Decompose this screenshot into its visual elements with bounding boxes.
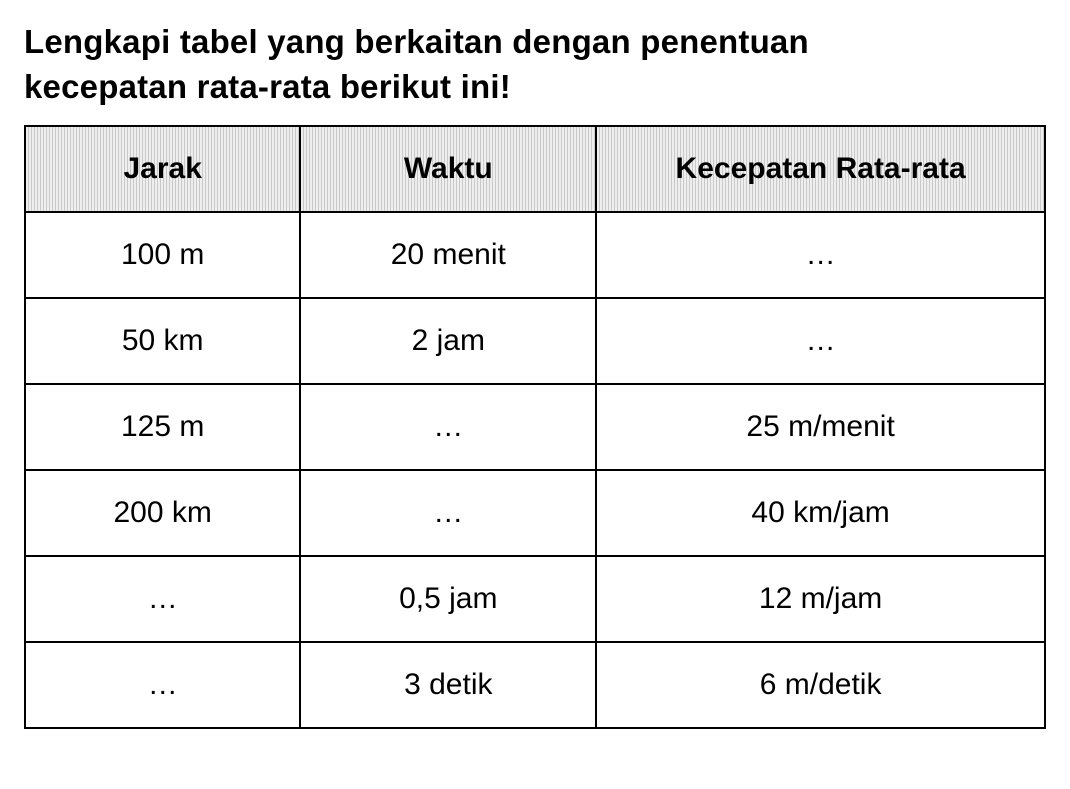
table-header-row: Jarak Waktu Kecepatan Rata-rata xyxy=(25,126,1045,212)
cell-jarak: … xyxy=(25,642,300,728)
col-header-kecepatan: Kecepatan Rata-rata xyxy=(596,126,1045,212)
speed-table: Jarak Waktu Kecepatan Rata-rata 100 m 20… xyxy=(24,125,1046,729)
cell-jarak: 125 m xyxy=(25,384,300,470)
cell-jarak: 100 m xyxy=(25,212,300,298)
instruction-text: Lengkapi tabel yang berkaitan dengan pen… xyxy=(24,20,1046,109)
table-row: 100 m 20 menit … xyxy=(25,212,1045,298)
cell-waktu: … xyxy=(300,384,596,470)
cell-waktu: 3 detik xyxy=(300,642,596,728)
cell-waktu: 20 menit xyxy=(300,212,596,298)
table-row: 50 km 2 jam … xyxy=(25,298,1045,384)
cell-kecepatan: 6 m/detik xyxy=(596,642,1045,728)
cell-kecepatan: … xyxy=(596,298,1045,384)
cell-waktu: 0,5 jam xyxy=(300,556,596,642)
table-row: 200 km … 40 km/jam xyxy=(25,470,1045,556)
cell-kecepatan: 12 m/jam xyxy=(596,556,1045,642)
cell-kecepatan: 25 m/menit xyxy=(596,384,1045,470)
cell-kecepatan: … xyxy=(596,212,1045,298)
col-header-waktu: Waktu xyxy=(300,126,596,212)
cell-jarak: 50 km xyxy=(25,298,300,384)
table-row: 125 m … 25 m/menit xyxy=(25,384,1045,470)
cell-waktu: 2 jam xyxy=(300,298,596,384)
table-row: … 0,5 jam 12 m/jam xyxy=(25,556,1045,642)
cell-jarak: … xyxy=(25,556,300,642)
cell-kecepatan: 40 km/jam xyxy=(596,470,1045,556)
table-row: … 3 detik 6 m/detik xyxy=(25,642,1045,728)
cell-jarak: 200 km xyxy=(25,470,300,556)
instruction-line1: Lengkapi tabel yang berkaitan dengan pen… xyxy=(24,23,809,60)
cell-waktu: … xyxy=(300,470,596,556)
instruction-line2: kecepatan rata-rata berikut ini! xyxy=(24,68,511,105)
col-header-jarak: Jarak xyxy=(25,126,300,212)
